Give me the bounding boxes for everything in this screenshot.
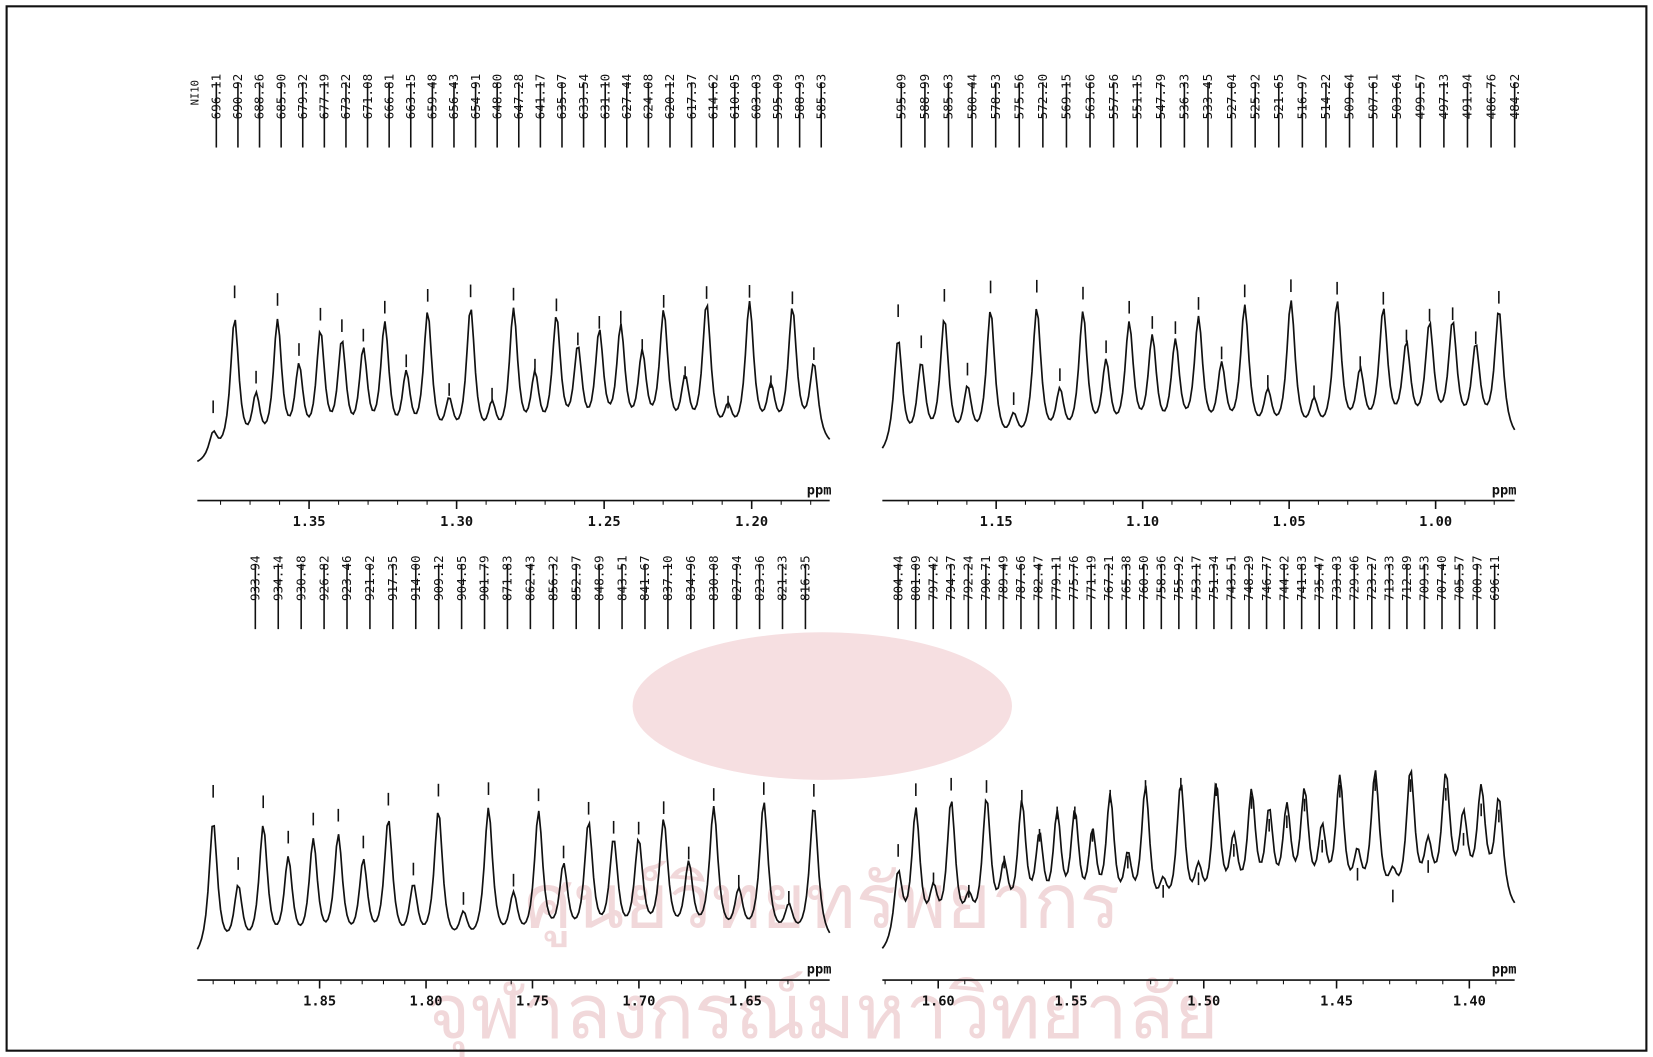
tick-label: 1.10 xyxy=(1126,514,1159,530)
axis-unit: ppm xyxy=(807,482,832,498)
tick-label: 1.40 xyxy=(1453,993,1486,1009)
watermark-emblem xyxy=(632,632,1012,780)
tick-label: 1.65 xyxy=(729,993,762,1009)
tick-label: 1.05 xyxy=(1273,514,1306,530)
tick-label: 1.25 xyxy=(588,514,621,530)
tick-label: 1.35 xyxy=(293,514,326,530)
tick-label: 1.80 xyxy=(410,993,443,1009)
header-mark: NI10 xyxy=(189,80,201,105)
watermark-text: จุฬาลงกรณ์มหาวิทยาลัย xyxy=(426,968,1219,1057)
tick-label: 1.15 xyxy=(980,514,1013,530)
tick-label: 1.70 xyxy=(622,993,655,1009)
axis-unit: ppm xyxy=(1492,482,1517,498)
spectrum-trace xyxy=(196,300,831,463)
tick-label: 1.85 xyxy=(303,993,336,1009)
tick-label: 1.20 xyxy=(735,514,768,530)
tick-label: 1.55 xyxy=(1055,993,1088,1009)
spectrum-trace xyxy=(881,768,1516,949)
spectrum-trace xyxy=(196,802,831,950)
tick-label: 1.00 xyxy=(1419,514,1452,530)
tick-label: 1.60 xyxy=(922,993,955,1009)
axis-unit: ppm xyxy=(1492,962,1517,978)
tick-label: 1.30 xyxy=(440,514,473,530)
frame xyxy=(5,5,1648,1052)
tick-label: 1.75 xyxy=(516,993,549,1009)
spectrum-trace xyxy=(881,300,1516,449)
axis-unit: ppm xyxy=(807,962,832,978)
tick-label: 1.45 xyxy=(1320,993,1353,1009)
tick-label: 1.50 xyxy=(1187,993,1220,1009)
